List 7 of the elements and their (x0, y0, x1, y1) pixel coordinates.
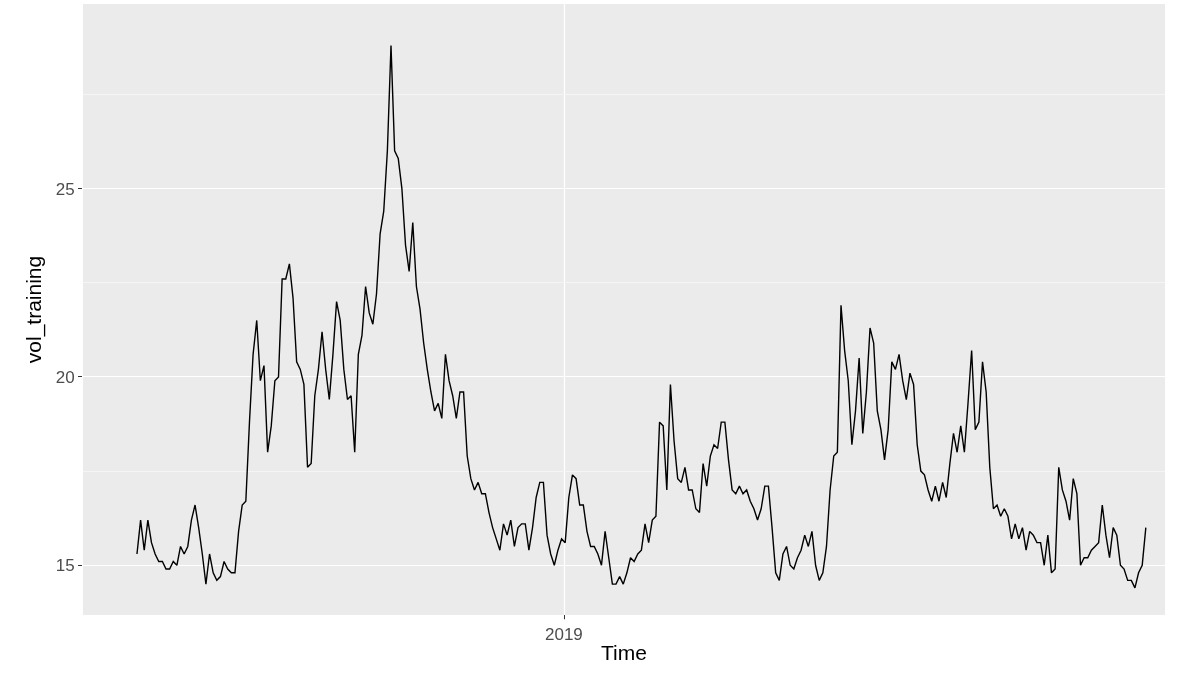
y-tick-label: 25 (55, 179, 75, 199)
x-axis-title: Time (601, 641, 647, 665)
text: 2019 (545, 625, 583, 644)
y-tick-label: 20 (55, 367, 75, 387)
y-axis-title: vol_training (21, 255, 46, 364)
y-tick-label: 15 (55, 556, 75, 576)
line-series (136, 44, 1147, 589)
